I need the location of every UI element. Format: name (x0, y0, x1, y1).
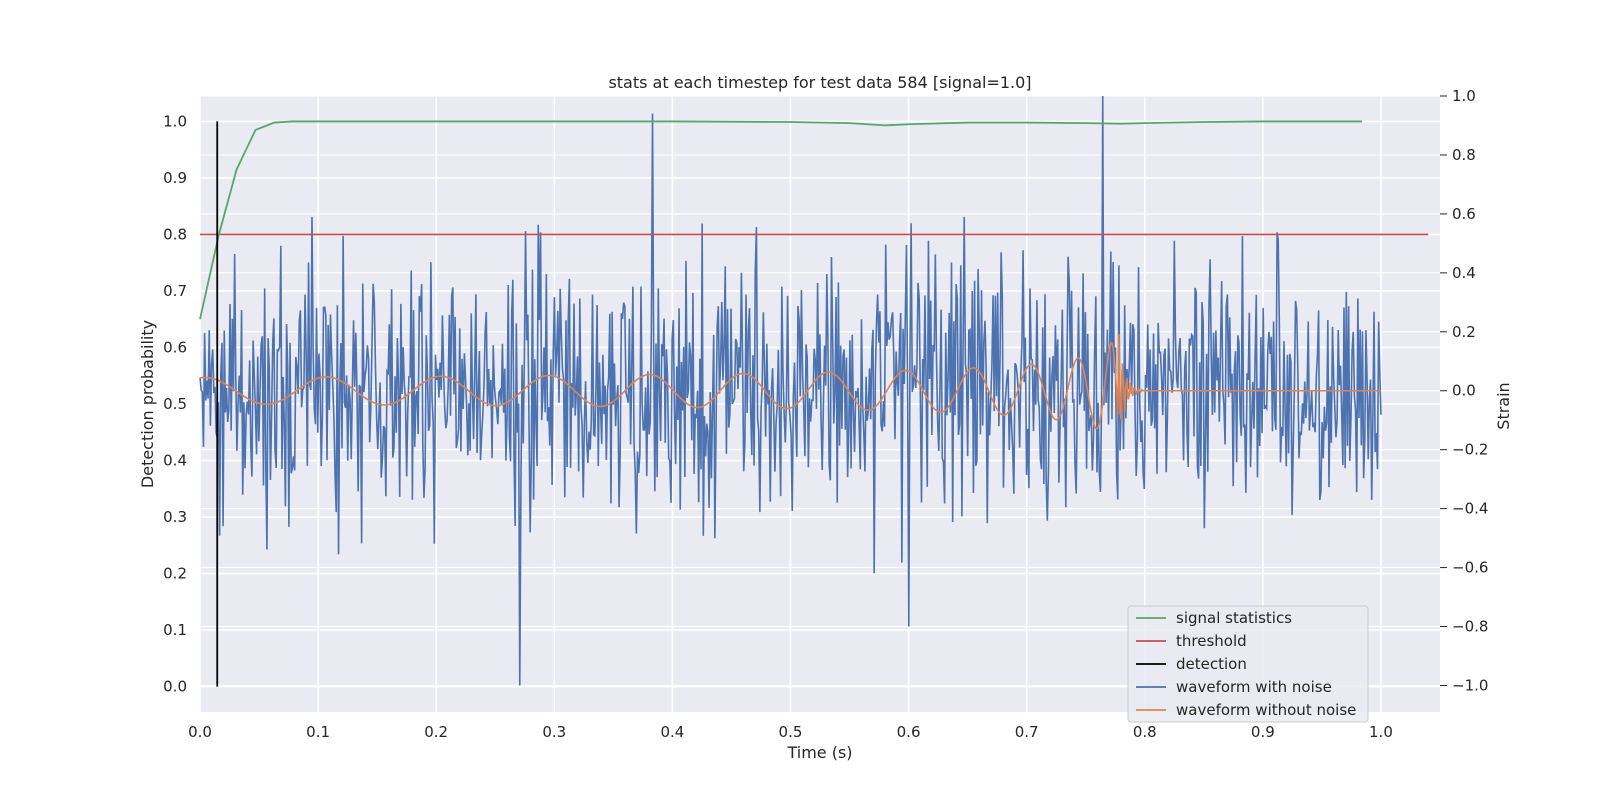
right-y-tick-label: 0.0 (1452, 382, 1476, 400)
legend-label: threshold (1176, 632, 1247, 650)
right-y-tick-label: 0.6 (1452, 205, 1476, 223)
chart-title: stats at each timestep for test data 584… (608, 73, 1031, 92)
legend-label: waveform without noise (1176, 701, 1356, 719)
x-tick-label: 1.0 (1369, 723, 1393, 741)
right-y-tick-label: 0.8 (1452, 146, 1476, 164)
left-y-tick-label: 0.7 (163, 282, 187, 300)
x-tick-label: 0.8 (1133, 723, 1157, 741)
left-y-tick-label: 0.6 (163, 338, 187, 356)
left-y-tick-label: 0.8 (163, 225, 187, 243)
x-tick-label: 0.9 (1251, 723, 1275, 741)
series-waveform-with-noise (199, 95, 1382, 686)
left-y-axis-ticks: 0.0 0.1 0.2 0.3 0.4 0.5 0.6 0.7 0.8 0.9 1.0 (163, 112, 187, 695)
right-y-axis-ticks: −1.0 −0.8 −0.6 −0.4 −0.2 0.0 0.2 0.4 0.6 0.8 1.0 (1440, 87, 1488, 694)
x-tick-label: 0.3 (542, 723, 566, 741)
legend: signal statistics threshold detection wavef… (1127, 605, 1369, 723)
x-tick-label: 0.2 (424, 723, 448, 741)
x-axis-label: Time (s) (786, 743, 852, 762)
x-tick-label: 0.4 (660, 723, 684, 741)
right-y-tick-label: −0.2 (1452, 441, 1488, 459)
right-y-tick-label: −0.4 (1452, 500, 1488, 518)
legend-box (1127, 605, 1369, 723)
right-y-tick-label: 0.4 (1452, 264, 1476, 282)
x-tick-label: 0.0 (188, 723, 212, 741)
right-y-tick-label: 1.0 (1452, 87, 1476, 105)
legend-label: waveform with noise (1176, 678, 1332, 696)
right-y-tick-label: −0.8 (1452, 618, 1488, 636)
left-y-tick-label: 0.1 (163, 621, 187, 639)
left-y-tick-label: 0.2 (163, 565, 187, 583)
series-waveform-without-noise (199, 334, 1381, 430)
left-y-tick-label: 0.4 (163, 452, 187, 470)
left-y-axis-label: Detection probability (138, 320, 157, 488)
left-y-tick-label: 1.0 (163, 112, 187, 130)
x-axis-ticks: 0.0 0.1 0.2 0.3 0.4 0.5 0.6 0.7 0.8 0.9 1.0 (188, 723, 1393, 741)
left-y-tick-label: 0.9 (163, 169, 187, 187)
series-signal-statistics (199, 120, 1363, 320)
series-layer (199, 95, 1429, 687)
legend-label: detection (1176, 655, 1247, 673)
right-y-tick-label: −1.0 (1452, 676, 1488, 694)
x-tick-label: 0.1 (306, 723, 330, 741)
left-y-tick-label: 0.3 (163, 508, 187, 526)
x-tick-label: 0.6 (897, 723, 921, 741)
x-tick-label: 0.5 (779, 723, 803, 741)
left-y-tick-label: 0.0 (163, 678, 187, 696)
right-y-tick-label: −0.6 (1452, 559, 1488, 577)
x-tick-label: 0.7 (1015, 723, 1039, 741)
left-y-tick-label: 0.5 (163, 395, 187, 413)
right-y-tick-label: 0.2 (1452, 323, 1476, 341)
right-y-axis-label: Strain (1494, 382, 1513, 429)
legend-label: signal statistics (1176, 609, 1292, 627)
